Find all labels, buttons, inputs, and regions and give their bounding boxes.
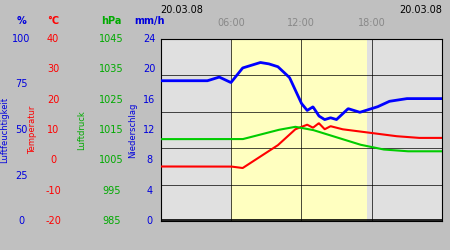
Text: 1035: 1035 [99, 64, 124, 74]
Text: °C: °C [47, 16, 59, 26]
Text: 20: 20 [47, 94, 59, 104]
Text: 0: 0 [50, 156, 56, 166]
Text: 20.03.08: 20.03.08 [161, 5, 203, 15]
Text: 1045: 1045 [99, 34, 124, 44]
Text: 12:00: 12:00 [288, 18, 315, 28]
Text: 12: 12 [143, 125, 156, 135]
Text: 16: 16 [143, 94, 156, 104]
Text: 20: 20 [143, 64, 156, 74]
Bar [231, 39, 367, 221]
Text: 4: 4 [146, 186, 153, 196]
Text: 10: 10 [47, 125, 59, 135]
Text: hPa: hPa [101, 16, 122, 26]
Text: Luftdruck: Luftdruck [77, 110, 86, 150]
Text: 8: 8 [146, 156, 153, 166]
Text: 40: 40 [47, 34, 59, 44]
Text: mm/h: mm/h [134, 16, 165, 26]
Text: 995: 995 [102, 186, 121, 196]
Text: 06:00: 06:00 [217, 18, 245, 28]
Text: 18:00: 18:00 [358, 18, 386, 28]
Text: 75: 75 [15, 80, 28, 90]
Text: 24: 24 [143, 34, 156, 44]
Text: 1025: 1025 [99, 94, 124, 104]
Text: 0: 0 [146, 216, 153, 226]
Text: 30: 30 [47, 64, 59, 74]
Text: Niederschlag: Niederschlag [128, 102, 137, 158]
Text: Luftfeuchtigkeit: Luftfeuchtigkeit [0, 97, 9, 163]
Text: 25: 25 [15, 170, 28, 180]
Text: -20: -20 [45, 216, 61, 226]
Text: 1005: 1005 [99, 156, 124, 166]
Text: 0: 0 [18, 216, 25, 226]
Text: 985: 985 [102, 216, 121, 226]
Text: 20.03.08: 20.03.08 [399, 5, 442, 15]
Text: %: % [17, 16, 27, 26]
Text: -10: -10 [45, 186, 61, 196]
Text: 100: 100 [13, 34, 31, 44]
Text: 50: 50 [15, 125, 28, 135]
Text: 1015: 1015 [99, 125, 124, 135]
Text: Temperatur: Temperatur [28, 106, 37, 154]
